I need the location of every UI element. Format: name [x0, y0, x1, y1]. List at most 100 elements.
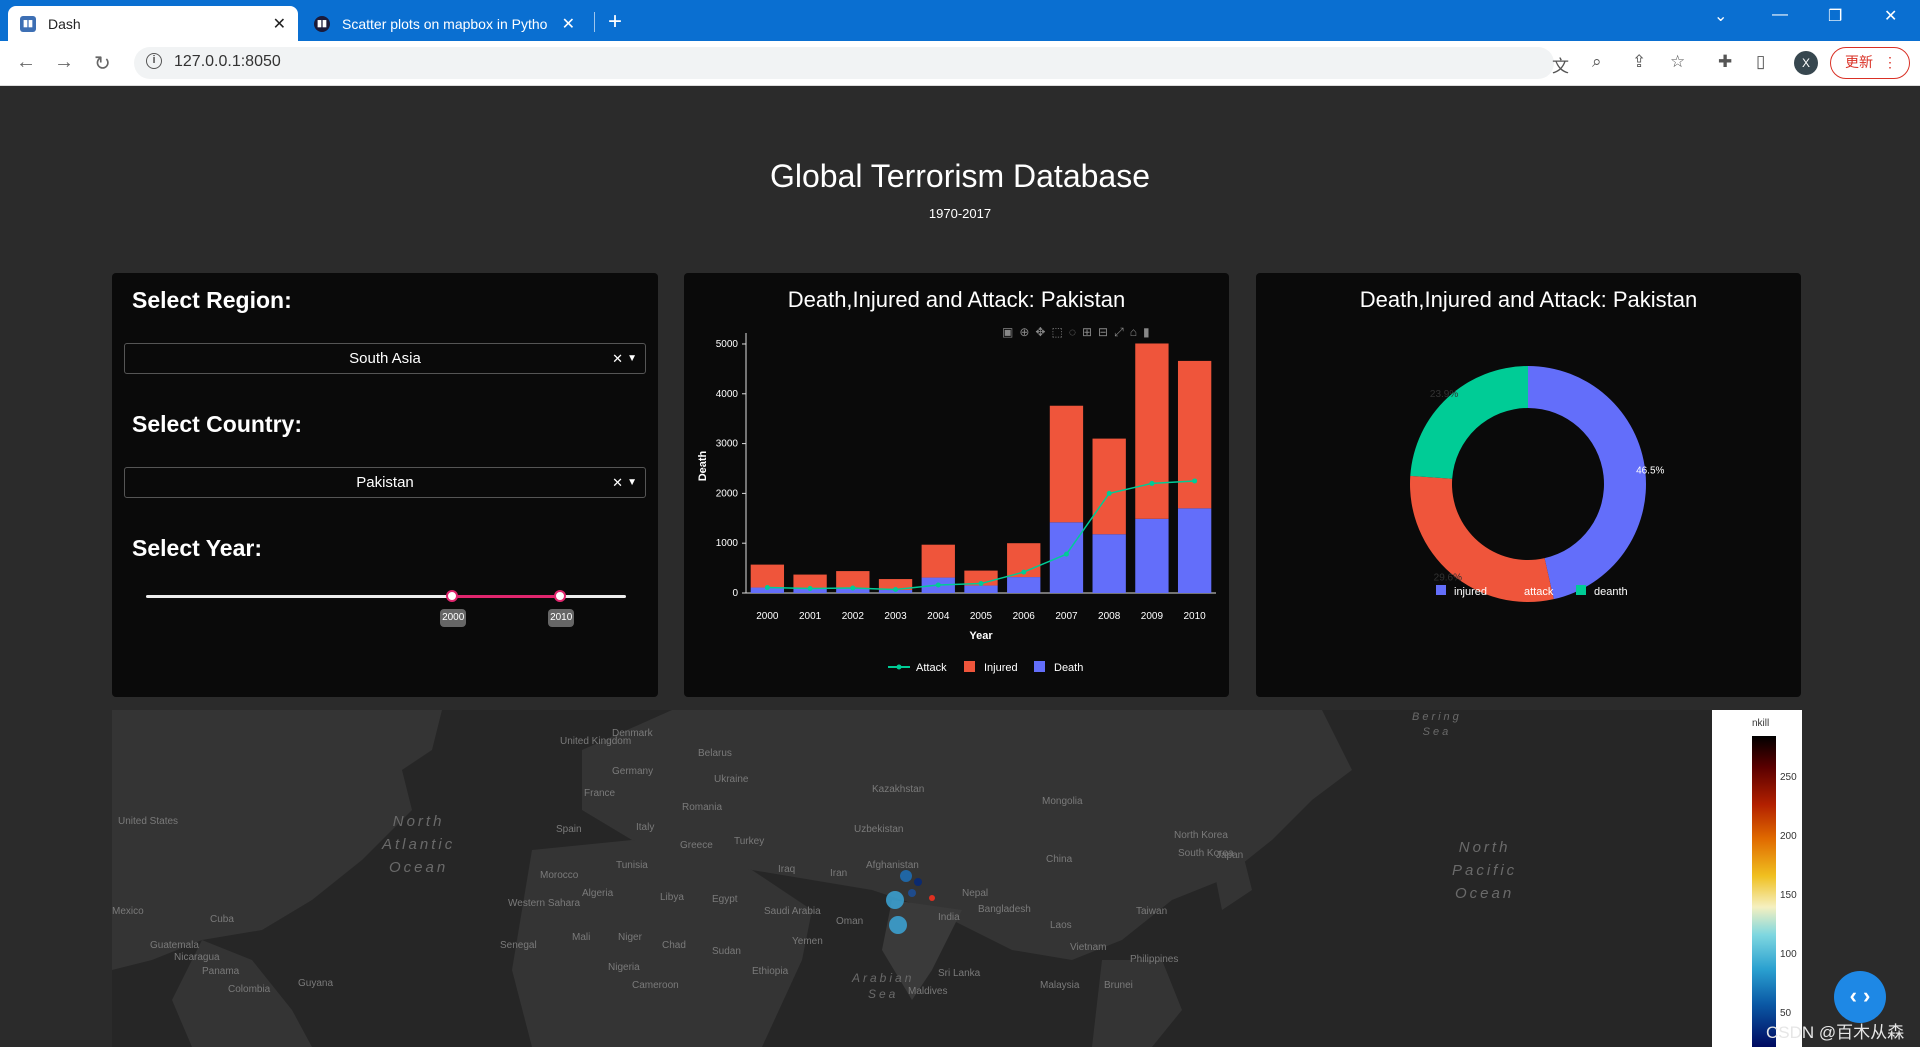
attack-point [893, 587, 899, 593]
bar-injured [1135, 343, 1169, 519]
central-america-land [172, 940, 312, 1047]
country-label: Taiwan [1136, 906, 1168, 917]
legend-label: injured [1454, 586, 1487, 598]
africa-land [512, 840, 812, 1047]
attack-marker[interactable] [914, 878, 922, 886]
bar-chart-panel: Death,Injured and Attack: Pakistan ▣ ⊕ ✥… [684, 273, 1229, 697]
address-bar[interactable]: i 127.0.0.1:8050 [134, 47, 1554, 79]
attack-point [764, 585, 770, 591]
reset-axes-icon[interactable]: ⌂ [1129, 325, 1137, 339]
pie-chart-panel: Death,Injured and Attack: Pakistan 46.5%… [1256, 273, 1801, 697]
box-select-icon[interactable]: ⬚ [1051, 325, 1063, 339]
chevron-down-icon[interactable]: ▼ [627, 353, 637, 364]
profile-avatar[interactable]: X [1794, 51, 1818, 75]
site-info-icon[interactable]: i [146, 53, 162, 69]
share-icon[interactable]: ⇪ [1632, 52, 1647, 71]
bar-injured [1092, 438, 1126, 535]
reload-icon[interactable]: ↻ [94, 53, 111, 75]
y-tick-label: 2000 [716, 488, 739, 499]
zoom-in-icon[interactable]: ⊞ [1081, 325, 1093, 339]
attack-point [1106, 490, 1112, 496]
country-label: Oman [836, 916, 864, 927]
lasso-icon[interactable]: ◌ [1068, 325, 1076, 339]
back-icon[interactable]: ← [16, 51, 36, 73]
year-slider-start-handle[interactable] [446, 590, 459, 602]
legend-label: deanth [1594, 586, 1628, 598]
tab-scatter-plots[interactable]: ▮▮ Scatter plots on mapbox in Pytho ✕ [302, 6, 587, 41]
camera-icon[interactable]: ▣ [1002, 325, 1014, 339]
country-label: Mexico [112, 906, 144, 917]
country-label: United Kingdom [560, 736, 632, 747]
country-label: Maldives [908, 986, 948, 997]
code-toggle-button[interactable]: ‹ › [1834, 971, 1886, 1023]
autoscale-icon[interactable]: ⤢ [1114, 325, 1124, 339]
close-tab-icon[interactable]: ✕ [272, 15, 286, 33]
clear-icon[interactable]: ✕ [612, 475, 623, 490]
attack-marker[interactable] [889, 916, 907, 934]
country-label: Uzbekistan [854, 824, 904, 835]
country-label: Egypt [712, 894, 738, 905]
bar-injured [1049, 405, 1084, 523]
x-tick-label: 2008 [1098, 611, 1121, 622]
tab-search-icon[interactable]: ⌄ [1714, 8, 1728, 25]
dash-icon: ▮▮ [20, 15, 36, 32]
legend-swatch [1034, 661, 1045, 672]
country-label: Belarus [698, 748, 732, 759]
tab-title: Scatter plots on mapbox in Pytho [342, 15, 548, 32]
minimize-icon[interactable]: — [1772, 6, 1788, 23]
country-label: Cuba [210, 914, 234, 925]
donut-slice [1410, 366, 1528, 479]
attack-point [850, 585, 856, 591]
zoom-icon[interactable]: ⊕ [1019, 325, 1030, 339]
donut-chart: 46.5% 29.6% 23.9% injured attack deanth [1410, 366, 1665, 602]
year-slider-track[interactable] [146, 595, 626, 598]
attack-marker[interactable] [886, 891, 904, 909]
update-button[interactable]: 更新 ⋮ [1830, 47, 1910, 79]
year-slider-range [453, 595, 562, 598]
side-panel-icon[interactable]: ▯ [1756, 52, 1766, 71]
legend-label: Death [1054, 662, 1083, 674]
country-label: France [584, 788, 616, 799]
attack-marker[interactable] [908, 889, 916, 897]
legend-swatch-marker [896, 664, 902, 670]
plotly-logo-icon[interactable]: ▮ [1142, 325, 1150, 339]
translate-icon[interactable]: 文 [1552, 57, 1569, 76]
donut-slice [1528, 366, 1646, 600]
bar-death [750, 587, 785, 593]
country-label: Laos [1050, 920, 1072, 931]
extensions-icon[interactable]: ✚ [1718, 52, 1733, 71]
colorbar-title: nkill [1752, 718, 1770, 729]
y-axis-title: Death [697, 450, 709, 481]
clear-icon[interactable]: ✕ [612, 351, 623, 366]
close-tab-icon[interactable]: ✕ [561, 15, 575, 33]
pan-icon[interactable]: ✥ [1035, 325, 1046, 339]
restore-icon[interactable]: ❐ [1828, 8, 1843, 25]
country-label: Vietnam [1070, 942, 1107, 953]
mapbox-map[interactable]: North Atlantic Ocean North Pacific Ocean Ara… [112, 710, 1802, 1047]
attack-marker[interactable] [929, 895, 935, 901]
zoom-out-icon[interactable]: ⊟ [1098, 325, 1109, 339]
close-window-icon[interactable]: ✕ [1884, 8, 1898, 25]
year-slider-end-handle[interactable] [554, 590, 567, 602]
tab-dash[interactable]: ▮▮ Dash ✕ [8, 6, 298, 41]
new-tab-icon[interactable]: + [608, 8, 623, 35]
bar-injured [750, 564, 785, 588]
country-dropdown[interactable]: Pakistan ✕ ▼ [124, 467, 646, 498]
country-label: North Korea [1174, 830, 1228, 841]
bookmark-star-icon[interactable]: ☆ [1670, 52, 1686, 71]
x-axis-title: Year [969, 630, 993, 642]
bar-injured [793, 574, 827, 589]
region-dropdown[interactable]: South Asia ✕ ▼ [124, 343, 646, 374]
legend-swatch [1576, 585, 1586, 595]
forward-icon[interactable]: → [54, 51, 74, 73]
country-value: Pakistan [356, 474, 414, 491]
legend-swatch [1506, 585, 1516, 595]
chevron-down-icon[interactable]: ▼ [627, 477, 637, 488]
url-text[interactable]: 127.0.0.1:8050 [174, 53, 281, 70]
bar-death [1092, 534, 1126, 593]
zoom-icon[interactable]: ⌕ [1592, 52, 1602, 71]
tab-separator [594, 12, 595, 32]
y-tick-label: 4000 [716, 389, 739, 400]
country-label: United States [118, 816, 179, 827]
attack-marker[interactable] [900, 870, 912, 882]
